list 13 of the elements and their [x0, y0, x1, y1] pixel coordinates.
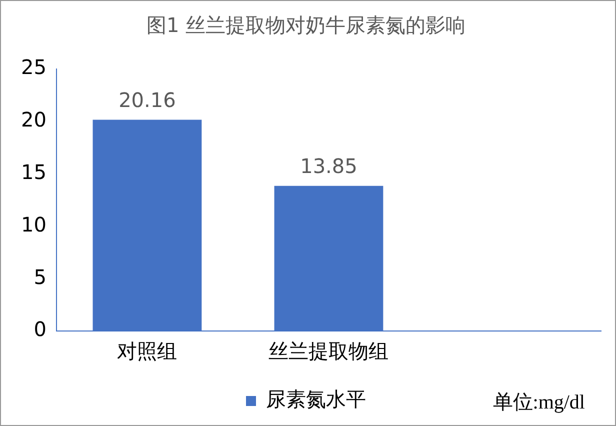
y-tick-label: 15 [20, 160, 46, 184]
data-label: 20.16 [118, 88, 176, 112]
data-label: 13.85 [300, 154, 358, 178]
y-tick-label: 0 [34, 317, 46, 342]
text: 单位:mg/dl [492, 391, 586, 414]
chart-title: 图1 丝兰提取物对奶牛尿素氮的影响 [146, 13, 466, 38]
legend-label: 尿素氮水平 [266, 387, 366, 412]
y-tick-label: 10 [20, 212, 46, 236]
y-tick-label: 20 [20, 108, 46, 132]
y-tick-label: 25 [20, 55, 46, 80]
x-tick-label: 对照组 [117, 339, 178, 364]
y-tick-label: 5 [34, 264, 46, 289]
x-tick-label: 丝兰提取物组 [268, 339, 389, 364]
